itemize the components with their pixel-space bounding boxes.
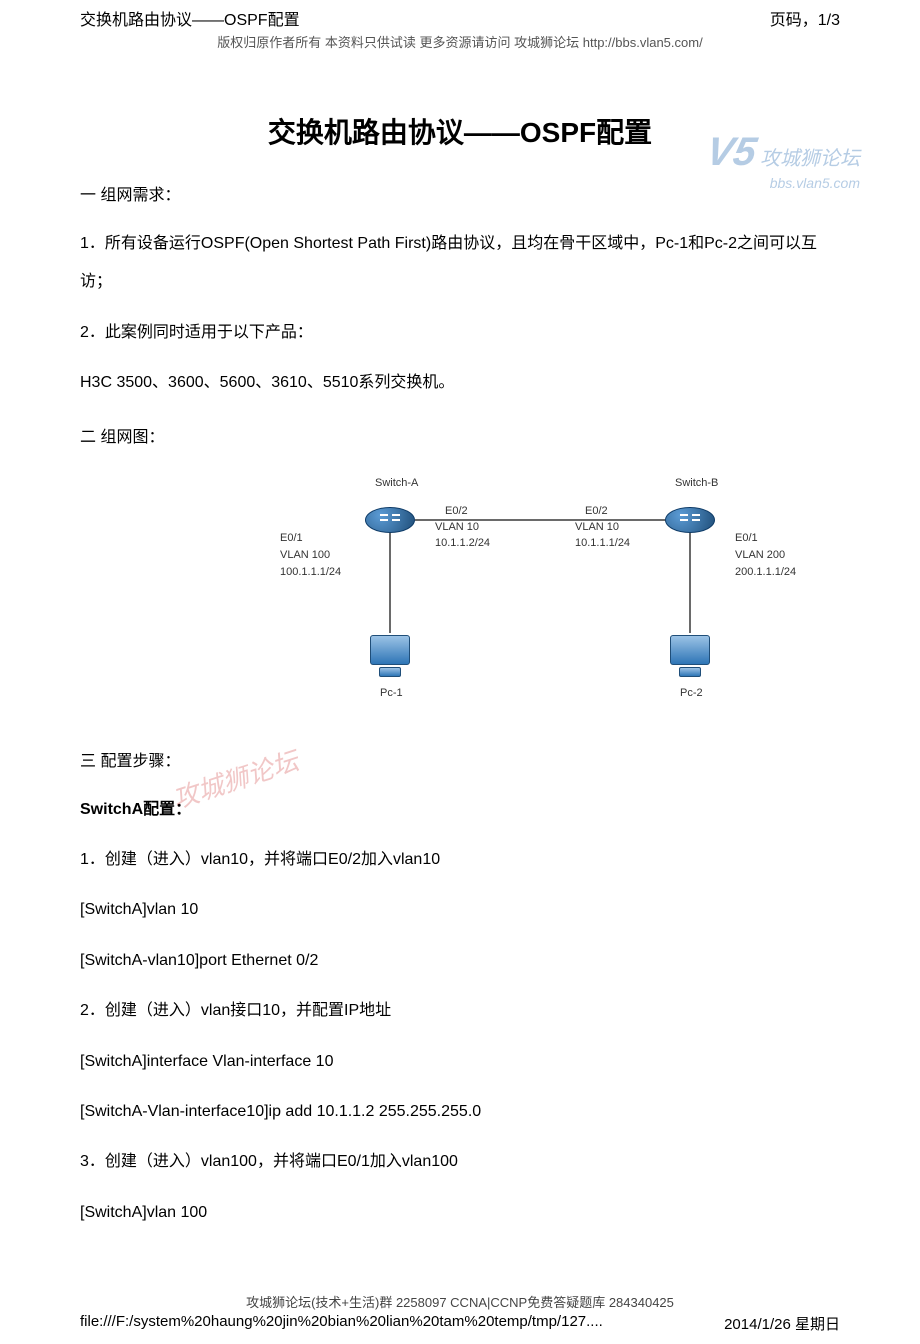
step1-cmd2: [SwitchA-vlan10]port Ethernet 0/2 [80,942,840,980]
section1-heading: 一 组网需求： [80,181,840,205]
label-sb-e02: E0/2 [585,505,608,517]
header-copyright: 版权归原作者所有 本资料只供试读 更多资源请访问 攻城狮论坛 http://bb… [80,32,840,51]
label-right-vlan: VLAN 200 [735,549,785,561]
watermark-text1: 攻城狮论坛 [760,148,860,170]
label-right-ip: 200.1.1.1/24 [735,566,796,578]
switch-b-icon [665,507,715,533]
label-sa-e02: E0/2 [445,505,468,517]
label-pc2: Pc-2 [680,687,703,699]
step3-cmd1: [SwitchA]vlan 100 [80,1194,840,1232]
section1-para2: 2．此案例同时适用于以下产品： [80,314,840,352]
footer-filepath: file:///F:/system%20haung%20jin%20bian%2… [80,1313,603,1334]
label-sb-ip: 10.1.1.1/24 [575,537,630,549]
pc1-icon [370,635,410,677]
section3-subheading: SwitchA配置： [80,791,840,829]
section2-heading: 二 组网图： [80,423,840,447]
page-title: 交换机路由协议——OSPF配置 [80,111,840,151]
label-left-if: E0/1 [280,532,303,544]
step2-cmd2: [SwitchA-Vlan-interface10]ip add 10.1.1.… [80,1093,840,1131]
switch-a-icon [365,507,415,533]
header-left: 交换机路由协议——OSPF配置 [80,6,300,30]
section1-para3: H3C 3500、3600、5600、3610、5510系列交换机。 [80,364,840,402]
label-left-vlan: VLAN 100 [280,549,330,561]
label-sb-vlan: VLAN 10 [575,521,619,533]
network-diagram: Switch-A Switch-B E0/2 VLAN 10 10.1.1.2/… [280,477,780,717]
label-left-ip: 100.1.1.1/24 [280,566,341,578]
label-sa-ip: 10.1.1.2/24 [435,537,490,549]
section1-para1: 1．所有设备运行OSPF(Open Shortest Path First)路由… [80,225,840,302]
link-sb-pc2 [689,533,691,633]
link-sa-pc1 [389,533,391,633]
footer-date: 2014/1/26 星期日 [724,1313,840,1334]
header-page-number: 页码，1/3 [770,6,840,30]
label-switch-a: Switch-A [375,477,418,489]
step3-desc: 3．创建（进入）vlan100，并将端口E0/1加入vlan100 [80,1143,840,1181]
label-sa-vlan: VLAN 10 [435,521,479,533]
step2-desc: 2．创建（进入）vlan接口10，并配置IP地址 [80,992,840,1030]
section3-heading: 三 配置步骤： [80,747,840,771]
label-right-if: E0/1 [735,532,758,544]
step1-desc: 1．创建（进入）vlan10，并将端口E0/2加入vlan10 [80,841,840,879]
label-switch-b: Switch-B [675,477,718,489]
label-pc1: Pc-1 [380,687,403,699]
step1-cmd1: [SwitchA]vlan 10 [80,891,840,929]
pc2-icon [670,635,710,677]
step2-cmd1: [SwitchA]interface Vlan-interface 10 [80,1043,840,1081]
